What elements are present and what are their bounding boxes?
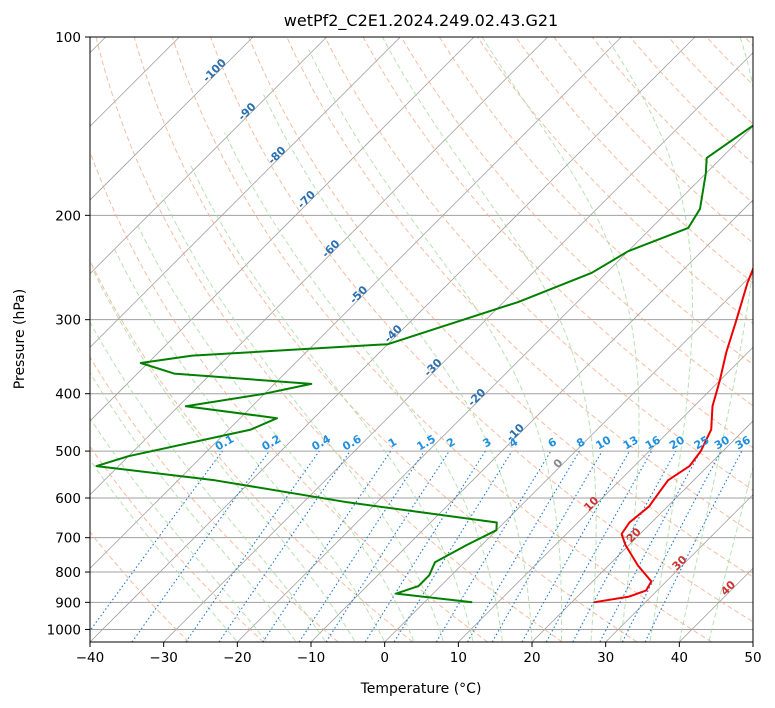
y-tick-label: 200 [55, 208, 81, 224]
isotherm-line [90, 37, 548, 496]
moist-adiabat [90, 371, 296, 642]
y-axis-label: Pressure (hPa) [12, 289, 28, 389]
moist-adiabat [381, 37, 597, 641]
moist-adiabat [112, 245, 385, 642]
x-axis-label: Temperature (°C) [360, 681, 482, 697]
temperature-profile-line [593, 266, 753, 604]
mixing-ratio-line [545, 450, 653, 642]
isotherm-line [605, 494, 753, 642]
mixing-ratio-line [218, 450, 351, 642]
mixing-ratio-line [467, 450, 580, 642]
mixing-ratio-line [491, 450, 603, 642]
y-tick-label: 400 [55, 387, 81, 403]
moist-adiabat [224, 132, 503, 641]
dry-adiabat [438, 37, 753, 365]
mixing-ratio-line [325, 450, 450, 642]
isotherm-line [237, 125, 753, 642]
dry-adiabat [171, 37, 712, 642]
moist-adiabat [308, 49, 563, 641]
data-series [95, 124, 753, 604]
mixing-ratio-line [572, 450, 677, 642]
isotherm-line [531, 420, 753, 642]
mixing-ratio-line [131, 450, 270, 642]
moist-adiabat [606, 37, 693, 641]
mixing-ratio-line [521, 450, 630, 642]
axes: −40 −30 −20 −10 0 10 20 30 40 50 100 200 300 400 500 60… [47, 30, 762, 666]
isotherm-line [90, 37, 401, 348]
moist-adiabat [708, 465, 753, 641]
mixing-ratio-line [435, 450, 552, 642]
moist-adiabat [90, 417, 267, 642]
x-tick-label: 0 [380, 650, 389, 666]
y-tick-label: 800 [55, 565, 81, 581]
dry-adiabat [248, 37, 753, 578]
isotherm-line [90, 37, 475, 422]
isotherm-line [90, 37, 254, 201]
dry-adiabat [400, 37, 753, 407]
dry-adiabat [95, 37, 563, 642]
isotherm-line [90, 37, 696, 642]
dry-adiabat [90, 259, 414, 642]
dry-adiabat [286, 37, 753, 534]
y-tick-label: 100 [55, 30, 81, 46]
chart-title: wetPf2_C2E1.2024.249.02.43.G21 [284, 11, 558, 31]
x-tick-label: −10 [297, 650, 326, 666]
mixing-ratio-line [364, 450, 486, 642]
dry-adiabat [477, 37, 753, 325]
plot-frame [89, 36, 754, 643]
y-tick-label: 900 [55, 595, 81, 611]
moist-adiabat [161, 195, 444, 641]
moist-adiabat [90, 321, 326, 642]
isotherm-line [458, 346, 753, 642]
x-tick-label: 40 [671, 650, 688, 666]
x-tick-label: −40 [76, 650, 105, 666]
y-tick-label: 600 [55, 491, 81, 507]
dry-adiabat [90, 150, 488, 642]
moist-adiabat [90, 459, 237, 642]
x-tick-label: −30 [149, 650, 178, 666]
isotherm-line [384, 273, 753, 642]
dry-adiabat [553, 37, 753, 244]
y-tick-label: 500 [55, 444, 81, 460]
y-tick-label: 700 [55, 531, 81, 547]
dewpoint-profile-line [95, 124, 753, 604]
isotherm-line [90, 37, 622, 569]
x-tick-label: −20 [223, 650, 252, 666]
dry-adiabat [362, 37, 753, 449]
x-tick-label: 10 [450, 650, 467, 666]
moist-adiabat [481, 37, 640, 641]
moist-adiabat [679, 37, 753, 641]
y-tick-label: 1000 [47, 622, 81, 638]
x-tick-label: 20 [523, 650, 540, 666]
mixing-ratio-line [393, 450, 513, 642]
dry-adiabat [90, 531, 190, 642]
x-tick-label: 50 [744, 650, 761, 666]
background-lines [90, 37, 753, 642]
isotherm-line [90, 37, 327, 275]
dry-adiabat [90, 356, 339, 642]
moist-adiabat [91, 267, 355, 642]
x-tick-label: 30 [597, 650, 614, 666]
dry-adiabat [324, 37, 753, 491]
dry-adiabat [133, 37, 638, 642]
mixing-ratio-line [185, 450, 320, 642]
y-tick-label: 300 [55, 313, 81, 329]
dry-adiabat [591, 37, 753, 204]
isotherm-line [163, 52, 753, 642]
moist-adiabat [135, 221, 415, 641]
moist-adiabat [263, 94, 533, 641]
